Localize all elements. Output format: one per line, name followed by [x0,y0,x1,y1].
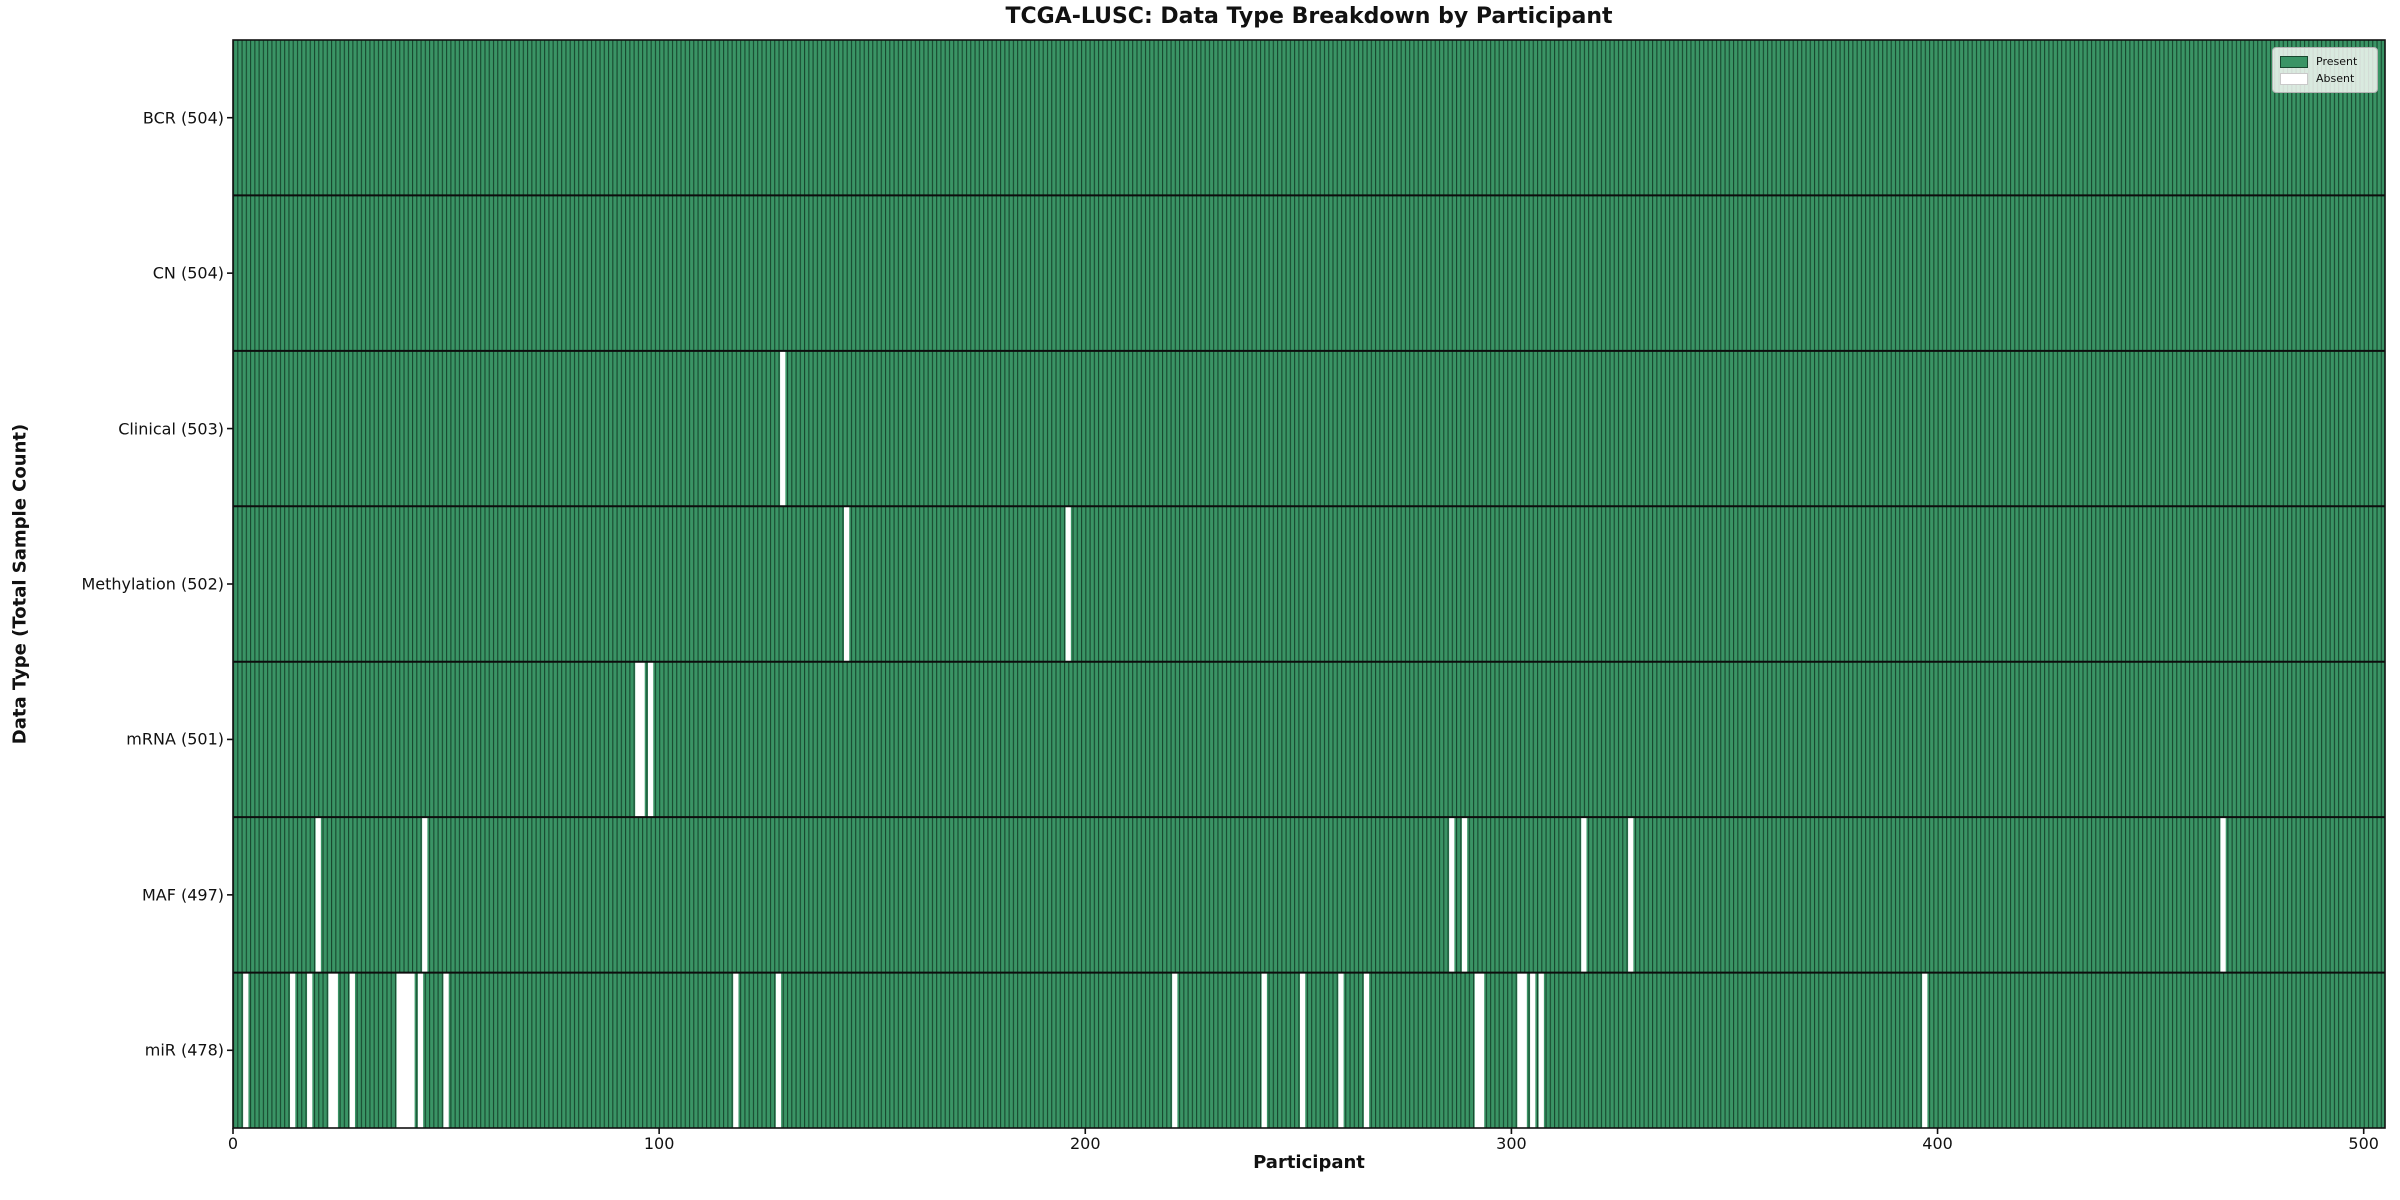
presence-matrix [233,40,2385,1128]
x-tick-label: 100 [643,1134,675,1153]
x-tick-label: 500 [2348,1134,2379,1153]
legend-item-absent: Absent [2280,70,2370,87]
y-tick-label: Clinical (503) [118,419,224,439]
row-mRNA (501) [635,661,654,818]
y-tick-label: Methylation (502) [81,574,224,594]
y-tick-label: MAF (497) [141,885,224,905]
chart-title: TCGA-LUSC: Data Type Breakdown by Partic… [1005,4,1613,29]
x-tick-label: 300 [1496,1134,1527,1153]
y-tick-label: miR (478) [144,1040,224,1060]
row-MAF (497) [315,817,2226,973]
row-Methylation (502) [843,506,1071,662]
y-tick-label: BCR (504) [142,108,224,128]
x-tick-label: 0 [227,1134,239,1153]
present-swatch-icon [2280,55,2308,68]
legend-label-present: Present [2316,55,2358,68]
absent-swatch-icon [2280,72,2308,85]
x-tick-label: 400 [1922,1134,1953,1153]
row-Clinical (503) [780,350,786,507]
x-axis-label: Participant [1253,1152,1365,1173]
x-tick-label: 200 [1069,1134,1101,1153]
legend: Present Absent [2272,47,2378,93]
y-tick-label: CN (504) [152,263,224,283]
y-tick-label: mRNA (501) [126,729,224,749]
row-miR (478) [243,972,1928,1128]
legend-item-present: Present [2280,53,2370,70]
legend-label-absent: Absent [2316,72,2355,85]
